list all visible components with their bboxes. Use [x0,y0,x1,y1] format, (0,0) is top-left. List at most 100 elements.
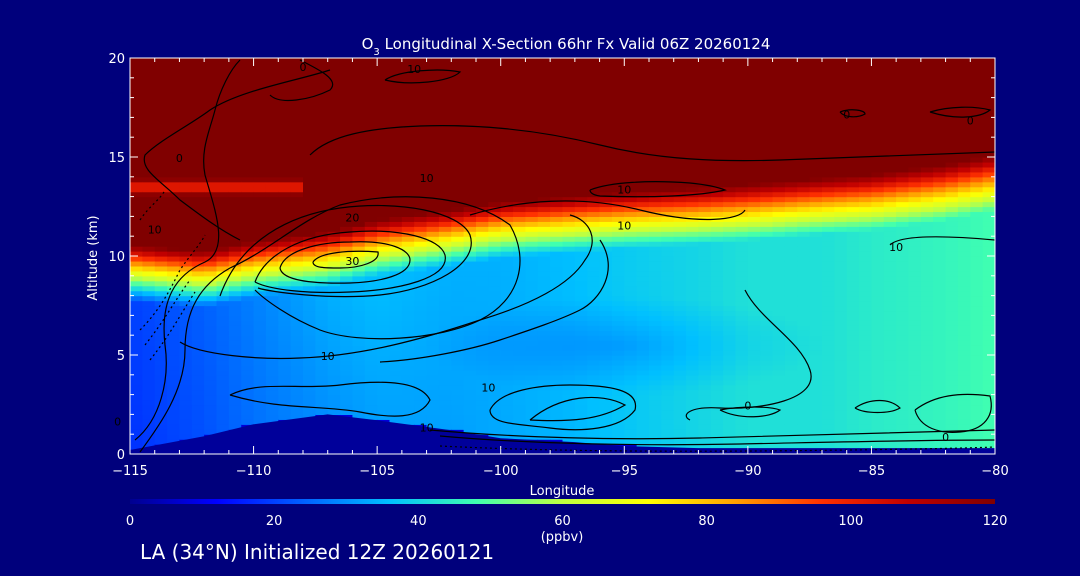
field-cell [303,171,316,178]
ozone-field [130,58,995,454]
field-cell [525,77,539,84]
field-cell [401,226,415,232]
field-cell [451,216,465,222]
field-cell [747,320,761,326]
field-cell [525,429,539,435]
field-cell [438,152,452,158]
field-cell [154,260,168,267]
field-cell [154,345,168,351]
field-cell [340,216,354,222]
field-cell [698,236,712,242]
field-cell [723,320,737,326]
field-cell [883,231,897,237]
field-cell [599,439,613,445]
field-cell [537,142,551,148]
field-cell [537,374,551,381]
field-cell [846,256,860,262]
field-cell [846,102,860,109]
field-cell [537,206,551,213]
field-cell [241,122,255,128]
field-cell [191,434,205,440]
field-cell [859,364,873,371]
field-cell [389,295,403,302]
field-cell [327,132,341,138]
field-cell [488,384,502,391]
field-cell [611,374,625,381]
field-cell [599,429,613,435]
field-cell [896,444,910,450]
field-cell [587,201,601,208]
field-cell [686,350,700,356]
field-cell [883,251,897,257]
field-cell [636,265,650,272]
field-cell [377,147,391,153]
field-cell [377,226,391,232]
field-cell [673,152,687,158]
field-cell [636,429,650,435]
field-cell [476,196,489,203]
field-cell [649,87,662,94]
field-cell [525,132,539,138]
field-cell [587,424,601,430]
field-cell [710,181,724,188]
field-cell [809,72,823,79]
field-cell [871,325,885,331]
field-cell [562,72,576,79]
field-cell [624,399,638,406]
field-cell [241,142,255,148]
field-cell [278,72,292,79]
field-cell [216,97,230,104]
field-cell [599,359,613,366]
field-cell [846,157,860,163]
field-cell [760,251,774,257]
field-cell [327,77,341,84]
field-cell [550,419,564,425]
field-cell [784,345,798,351]
field-cell [673,270,687,277]
field-cell [303,112,316,118]
field-cell [500,72,514,79]
field-cell [303,127,316,133]
field-cell [723,137,737,143]
field-cell [154,231,168,237]
field-cell [352,127,366,133]
field-cell [513,77,527,84]
field-cell [476,389,489,396]
field-cell [290,300,304,307]
field-cell [846,414,860,420]
field-cell [463,359,477,366]
field-cell [710,419,724,425]
field-cell [747,196,761,203]
field-cell [451,399,465,406]
field-cell [698,171,712,178]
field-cell [661,379,675,386]
field-cell [253,82,267,89]
field-cell [463,67,477,74]
field-cell [797,226,811,232]
field-cell [834,137,848,143]
field-cell [451,374,465,381]
field-cell [290,117,304,123]
field-cell [253,241,267,247]
field-cell [822,350,835,356]
field-cell [476,97,489,104]
field-cell [846,434,860,440]
field-cell [414,58,428,64]
field-cell [710,241,724,247]
field-cell [500,107,514,114]
field-cell [463,290,477,297]
field-cell [859,201,873,208]
field-cell [871,270,885,277]
field-cell [130,280,143,287]
field-cell [723,270,737,277]
field-cell [476,62,489,69]
field-cell [636,256,650,262]
field-cell [537,157,551,163]
field-cell [327,72,341,79]
field-cell [710,82,724,89]
field-cell [241,67,255,74]
field-cell [686,196,700,203]
field-cell [871,355,885,361]
field-cell [414,246,428,252]
field-cell [599,434,613,440]
